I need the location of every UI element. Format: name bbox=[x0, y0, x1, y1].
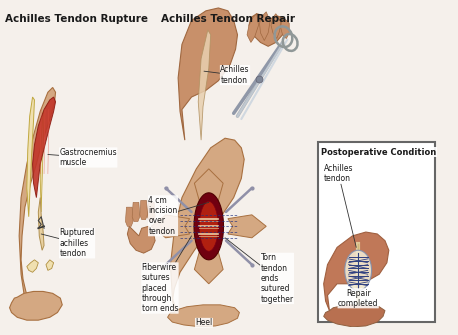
Polygon shape bbox=[147, 202, 155, 221]
Polygon shape bbox=[19, 87, 55, 301]
Text: Gastrocnemius
muscle: Gastrocnemius muscle bbox=[48, 148, 117, 167]
Polygon shape bbox=[199, 201, 218, 251]
Text: Ruptured
achilles
tendon: Ruptured achilles tendon bbox=[41, 228, 95, 258]
Polygon shape bbox=[194, 169, 223, 207]
Polygon shape bbox=[281, 17, 289, 39]
Polygon shape bbox=[170, 138, 244, 313]
Polygon shape bbox=[178, 8, 238, 140]
Polygon shape bbox=[125, 207, 133, 226]
Polygon shape bbox=[260, 12, 270, 41]
Text: Achilles Tendon Repair: Achilles Tendon Repair bbox=[161, 14, 295, 24]
Text: Achilles Tendon Rupture: Achilles Tendon Rupture bbox=[5, 14, 148, 24]
Text: Repair
completed: Repair completed bbox=[338, 288, 378, 308]
Ellipse shape bbox=[345, 250, 371, 290]
Polygon shape bbox=[46, 260, 54, 270]
Polygon shape bbox=[168, 305, 240, 327]
Polygon shape bbox=[151, 215, 190, 238]
Polygon shape bbox=[194, 246, 223, 284]
Polygon shape bbox=[324, 305, 385, 327]
Text: Torn
tendon
ends
sutured
together: Torn tendon ends sutured together bbox=[225, 238, 294, 304]
Text: Heel: Heel bbox=[196, 318, 213, 327]
Polygon shape bbox=[194, 193, 224, 260]
Polygon shape bbox=[38, 198, 44, 250]
Polygon shape bbox=[140, 200, 147, 220]
Text: Achilles
tendon: Achilles tendon bbox=[204, 65, 250, 85]
Polygon shape bbox=[198, 30, 211, 140]
Text: Postoperative Condition: Postoperative Condition bbox=[321, 148, 436, 157]
Text: 4 cm
incision
over
tendon: 4 cm incision over tendon bbox=[148, 196, 209, 236]
Polygon shape bbox=[249, 14, 285, 46]
Polygon shape bbox=[40, 112, 44, 212]
Text: Achilles
tendon: Achilles tendon bbox=[324, 164, 356, 247]
Text: Fiberwire
sutures
placed
through
torn ends: Fiberwire sutures placed through torn en… bbox=[142, 236, 191, 313]
Polygon shape bbox=[247, 14, 259, 43]
Polygon shape bbox=[27, 260, 38, 272]
Bar bbox=[318, 142, 435, 322]
Polygon shape bbox=[324, 232, 389, 311]
Polygon shape bbox=[27, 97, 34, 217]
Polygon shape bbox=[127, 226, 155, 253]
Polygon shape bbox=[33, 97, 55, 198]
Polygon shape bbox=[10, 291, 62, 320]
Polygon shape bbox=[132, 202, 140, 221]
Polygon shape bbox=[271, 14, 281, 39]
Polygon shape bbox=[228, 215, 266, 238]
